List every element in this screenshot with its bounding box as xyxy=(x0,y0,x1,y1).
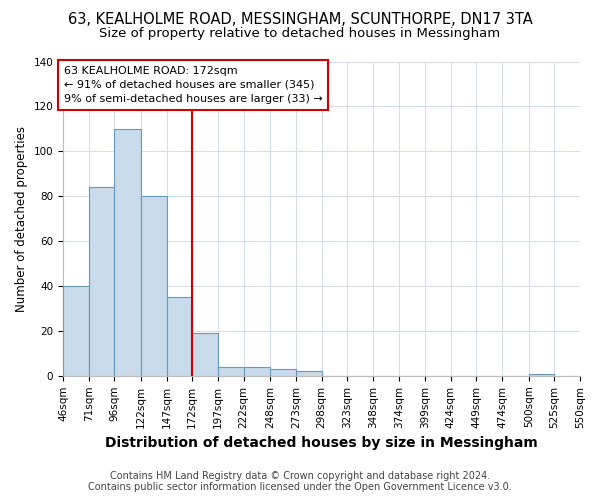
Bar xyxy=(115,129,141,376)
Bar xyxy=(63,286,89,376)
Bar xyxy=(89,187,115,376)
Bar xyxy=(270,369,296,376)
Bar xyxy=(167,297,192,376)
Bar xyxy=(218,367,244,376)
Bar xyxy=(141,196,167,376)
Bar xyxy=(296,372,322,376)
X-axis label: Distribution of detached houses by size in Messingham: Distribution of detached houses by size … xyxy=(105,436,538,450)
Text: 63 KEALHOLME ROAD: 172sqm
← 91% of detached houses are smaller (345)
9% of semi-: 63 KEALHOLME ROAD: 172sqm ← 91% of detac… xyxy=(64,66,323,104)
Bar xyxy=(244,367,270,376)
Bar xyxy=(529,374,554,376)
Bar xyxy=(192,333,218,376)
Text: Size of property relative to detached houses in Messingham: Size of property relative to detached ho… xyxy=(100,28,500,40)
Text: Contains HM Land Registry data © Crown copyright and database right 2024.
Contai: Contains HM Land Registry data © Crown c… xyxy=(88,471,512,492)
Text: 63, KEALHOLME ROAD, MESSINGHAM, SCUNTHORPE, DN17 3TA: 63, KEALHOLME ROAD, MESSINGHAM, SCUNTHOR… xyxy=(68,12,532,28)
Y-axis label: Number of detached properties: Number of detached properties xyxy=(15,126,28,312)
Bar xyxy=(580,374,600,376)
